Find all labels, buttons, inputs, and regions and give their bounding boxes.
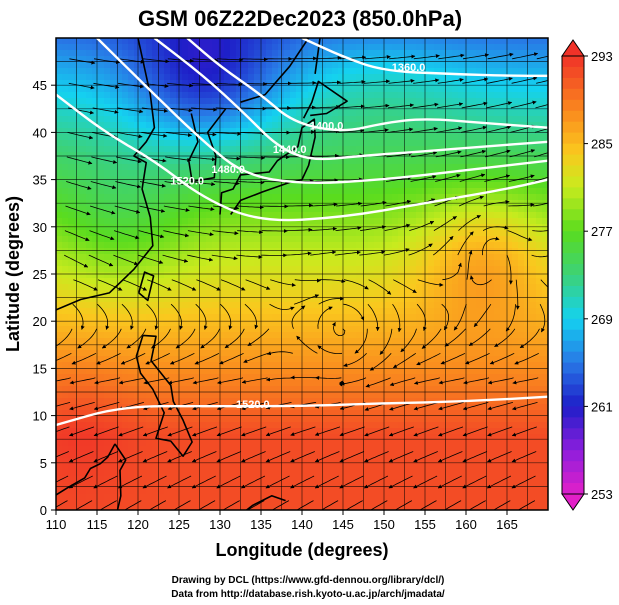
contour-label-1: 1400.0 [310, 121, 344, 133]
wind-streamlines [56, 52, 548, 510]
chart-title: GSM 06Z22Dec2023 (850.0hPa) [138, 6, 462, 31]
credit-drawing: Drawing by DCL (https://www.gfd-dennou.o… [172, 575, 445, 586]
contour-label-0: 1360.0 [392, 62, 426, 74]
y-tick-label: 10 [33, 409, 47, 424]
credit-data: Data from http://database.rish.kyoto-u.a… [171, 589, 445, 600]
contour-line-5 [56, 395, 548, 427]
contour-line-1 [186, 38, 548, 132]
colorbar-tick-label: 269 [591, 312, 613, 327]
y-tick-label: 35 [33, 173, 47, 188]
x-tick-label: 155 [414, 517, 436, 532]
x-tick-label: 135 [250, 517, 272, 532]
contour-label-5: 1520.0 [236, 399, 270, 411]
y-tick-label: 15 [33, 361, 47, 376]
colorbar-tick-label: 285 [591, 137, 613, 152]
colorbar-tick-label: 293 [591, 49, 613, 64]
y-tick-label: 30 [33, 220, 47, 235]
y-tick-label: 20 [33, 314, 47, 329]
x-tick-label: 120 [127, 517, 149, 532]
grid-lines [56, 38, 548, 510]
colorbar: 253 261 269 277 285 293 [561, 39, 613, 511]
x-tick-label: 110 [46, 517, 67, 532]
x-axis-ticks: 110 115 120 125 130 135 140 145 150 155 160 165 [46, 510, 518, 532]
x-tick-label: 160 [455, 517, 477, 532]
x-axis-label: Longitude (degrees) [215, 540, 388, 560]
y-tick-label: 0 [40, 503, 47, 518]
colorbar-tick-label: 277 [591, 224, 613, 239]
contour-line-2 [153, 38, 548, 161]
contour-line-3 [96, 38, 548, 184]
x-tick-label: 145 [332, 517, 354, 532]
contour-label-2: 1440.0 [273, 144, 307, 156]
height-contours [56, 38, 548, 427]
contour-line-4 [56, 93, 548, 222]
y-axis-ticks: 0 5 10 15 20 25 30 35 40 45 [33, 78, 56, 518]
contour-label-4: 1520.0 [170, 175, 204, 187]
y-tick-label: 45 [33, 78, 47, 93]
y-tick-label: 5 [40, 456, 47, 471]
x-tick-label: 150 [373, 517, 395, 532]
contour-label-3: 1480.0 [211, 164, 245, 176]
x-tick-label: 130 [209, 517, 231, 532]
y-axis-label: Latitude (degrees) [3, 196, 23, 352]
x-tick-label: 115 [87, 517, 108, 532]
contour-line-0 [301, 38, 548, 77]
x-tick-label: 140 [291, 517, 313, 532]
x-tick-label: 125 [168, 517, 190, 532]
colorbar-tick-label: 253 [591, 487, 613, 502]
y-tick-label: 40 [33, 125, 47, 140]
x-tick-label: 165 [496, 517, 518, 532]
colorbar-tick-label: 261 [591, 399, 613, 414]
y-tick-label: 25 [33, 267, 47, 282]
